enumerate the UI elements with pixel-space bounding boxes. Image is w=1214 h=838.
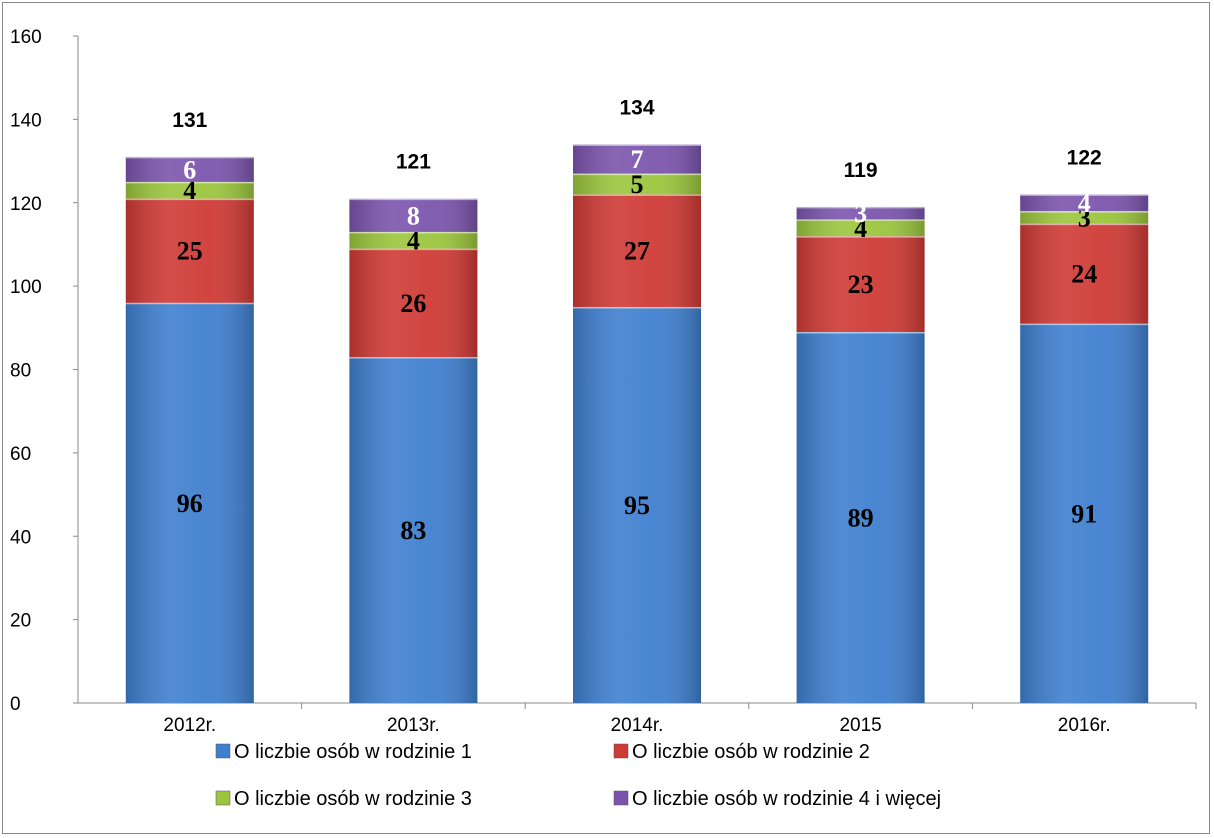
x-tick-label: 2015 [839, 715, 881, 736]
data-label: 4 [183, 176, 196, 205]
data-label: 3 [854, 199, 867, 228]
data-label: 89 [848, 503, 874, 532]
bar-segment-shading [125, 156, 254, 182]
bar-segment-shading [573, 306, 701, 703]
y-tick-label: 20 [10, 611, 31, 632]
data-label: 95 [624, 491, 650, 520]
bar-segment-shading [125, 302, 254, 703]
bar-segment-shading [796, 331, 925, 703]
data-label: 27 [624, 237, 650, 266]
data-label: 23 [848, 270, 874, 299]
bar-segment-shading [349, 198, 478, 232]
data-label: 83 [400, 516, 426, 545]
bar-segment-shading [796, 206, 925, 220]
y-tick-label: 160 [10, 27, 42, 48]
y-tick-label: 40 [10, 527, 31, 548]
legend-entry: O liczbie osób w rodzinie 4 i więcej [632, 788, 941, 810]
data-label: 8 [407, 201, 420, 230]
bar-segment-shading [1020, 323, 1149, 703]
data-label: 24 [1071, 260, 1097, 289]
legend-entry: O liczbie osób w rodzinie 2 [632, 741, 870, 763]
data-label: 4 [1078, 189, 1091, 218]
bar-segment-shading [1020, 211, 1149, 224]
x-tick-label: 2014r. [611, 715, 664, 736]
y-tick-label: 80 [10, 361, 31, 382]
total-label: 134 [619, 96, 654, 119]
bar-segment-shading [1020, 194, 1149, 212]
data-label: 26 [400, 289, 426, 318]
data-label: 4 [407, 226, 420, 255]
x-tick-label: 2013r. [387, 715, 440, 736]
y-tick-label: 0 [10, 694, 21, 715]
legend-swatch [613, 790, 629, 806]
y-tick-label: 120 [10, 194, 42, 215]
x-tick-label: 2016r. [1058, 715, 1111, 736]
bar-segment-shading [349, 248, 478, 357]
bar-segment-shading [573, 144, 701, 174]
data-label: 96 [177, 489, 203, 518]
bar-segment-shading [796, 219, 925, 237]
bar-segment-shading [125, 198, 254, 303]
legend-swatch [613, 743, 629, 759]
total-label: 121 [396, 151, 431, 174]
bar-segment-shading [573, 173, 701, 195]
legend-swatch [215, 743, 231, 759]
y-tick-label: 100 [10, 277, 42, 298]
total-label: 122 [1067, 146, 1102, 169]
data-label: 25 [177, 237, 203, 266]
bar-segment-shading [1020, 223, 1149, 324]
x-tick-label: 2012r. [163, 715, 216, 736]
data-label: 4 [854, 214, 867, 243]
bar-segment-shading [349, 231, 478, 249]
bar-segment-shading [573, 194, 701, 307]
total-label: 131 [172, 109, 207, 132]
data-label: 5 [631, 170, 644, 199]
legend-swatch [215, 790, 231, 806]
bar-segment-shading [796, 236, 925, 332]
bar-segment-shading [125, 181, 254, 199]
data-label: 7 [631, 145, 644, 174]
data-label: 91 [1071, 499, 1097, 528]
legend-entry: O liczbie osób w rodzinie 1 [234, 741, 472, 763]
data-label: 6 [183, 155, 196, 184]
y-tick-label: 140 [10, 110, 42, 131]
legend-entry: O liczbie osób w rodzinie 3 [234, 788, 472, 810]
bar-segment-shading [349, 356, 478, 703]
total-label: 119 [844, 159, 878, 182]
y-tick-label: 60 [10, 444, 31, 465]
